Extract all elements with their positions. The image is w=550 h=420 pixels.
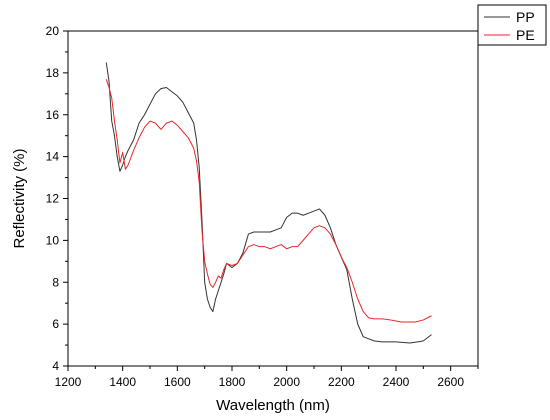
legend-label-pp: PP (516, 9, 535, 25)
series-line-pp (105, 62, 432, 344)
y-tick-label: 6 (52, 317, 59, 331)
y-axis-title: Reflectivity (%) (11, 148, 28, 248)
y-tick-labels: 4 6 8 10 12 14 16 18 20 (46, 24, 60, 373)
x-tick-label: 1400 (109, 375, 136, 389)
legend-box (477, 4, 547, 46)
x-tick-label: 2200 (328, 375, 355, 389)
x-tick-label: 2600 (437, 375, 464, 389)
legend-label-pe: PE (516, 27, 535, 43)
x-tick-label: 1600 (164, 375, 191, 389)
axis-ticks (63, 30, 479, 371)
y-tick-label: 20 (46, 24, 60, 38)
y-tick-label: 18 (46, 66, 60, 80)
series-layer (105, 62, 432, 344)
plot-border (67, 30, 479, 367)
series-line-pe (105, 79, 432, 323)
x-axis-title: Wavelength (nm) (216, 397, 330, 414)
y-tick-label: 12 (46, 192, 60, 206)
x-tick-label: 2400 (383, 375, 410, 389)
x-tick-label: 1800 (219, 375, 246, 389)
x-tick-labels: 1200 1400 1600 1800 2000 2200 2400 2600 (55, 375, 465, 389)
x-tick-label: 1200 (55, 375, 82, 389)
y-tick-label: 8 (52, 275, 59, 289)
x-tick-label: 2000 (273, 375, 300, 389)
plot-frame (67, 30, 479, 367)
y-tick-label: 4 (52, 359, 59, 373)
y-tick-label: 16 (46, 108, 60, 122)
y-tick-label: 10 (46, 233, 60, 247)
y-tick-label: 14 (46, 150, 60, 164)
legend: PP PE (477, 4, 547, 46)
